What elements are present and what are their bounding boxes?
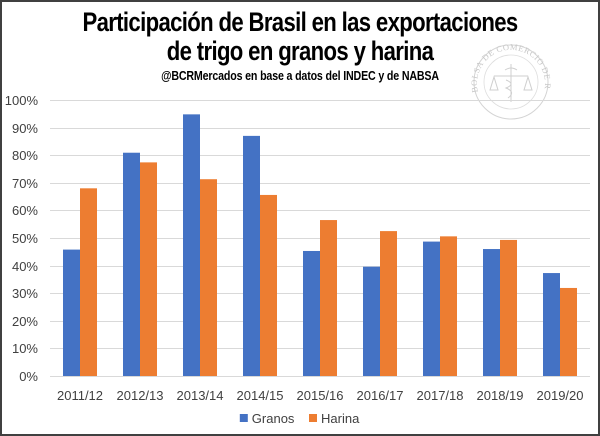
y-axis-ticks: 0% 10% 20% 30% 40% 50% 60% 70% 80% 90% 100% <box>5 93 39 384</box>
bar-group <box>483 239 517 376</box>
x-tick-label: 2013/14 <box>177 388 224 403</box>
y-tick-label: 60% <box>12 203 38 218</box>
watermark-outer-ring <box>473 44 549 120</box>
watermark-text: BOLSA DE COMERCIO DE ROSARIO <box>0 0 553 93</box>
bar-harina <box>440 236 457 376</box>
bar-group <box>363 231 397 376</box>
bar-group <box>123 152 157 376</box>
y-tick-label: 80% <box>12 148 38 163</box>
x-tick-label: 2019/20 <box>537 388 584 403</box>
watermark-inner-ring <box>483 54 539 110</box>
bar-harina <box>560 287 577 376</box>
bar-granos <box>363 266 380 376</box>
bar-granos <box>243 135 260 376</box>
chart-subtitle: @BCRMercados en base a datos del INDEC y… <box>161 68 439 83</box>
legend-item: Harina <box>309 411 360 426</box>
bar-granos <box>303 250 320 376</box>
bar-granos <box>63 249 80 376</box>
y-tick-label: 50% <box>12 231 38 246</box>
legend-swatch <box>239 414 248 422</box>
bar-harina <box>140 162 157 376</box>
x-tick-label: 2018/19 <box>477 388 524 403</box>
y-tick-label: 70% <box>12 176 38 191</box>
watermark-logo: BOLSA DE COMERCIO DE ROSARIO <box>0 0 553 120</box>
bars <box>63 114 577 377</box>
x-tick-label: 2014/15 <box>237 388 284 403</box>
bar-harina <box>80 188 97 376</box>
bar-harina <box>200 179 217 376</box>
x-axis-ticks: 2011/12 2012/13 2013/14 2014/15 2015/16 2016/… <box>57 388 584 403</box>
bar-group <box>543 273 577 376</box>
legend: Granos Harina <box>239 411 360 426</box>
bar-group <box>63 188 97 376</box>
chart-title-line-1: Participación de Brasil en las exportaci… <box>82 7 518 37</box>
y-tick-label: 90% <box>12 121 38 136</box>
y-tick-label: 30% <box>12 286 38 301</box>
bar-granos <box>483 249 500 376</box>
x-tick-label: 2015/16 <box>297 388 344 403</box>
x-tick-label: 2011/12 <box>57 388 103 403</box>
x-tick-label: 2017/18 <box>417 388 464 403</box>
bar-granos <box>543 273 560 376</box>
y-tick-label: 40% <box>12 259 38 274</box>
bar-granos <box>183 114 200 377</box>
legend-item: Granos <box>239 411 295 426</box>
y-tick-label: 100% <box>5 93 39 108</box>
bar-granos <box>423 241 440 376</box>
bar-group <box>243 135 277 376</box>
legend-label: Granos <box>252 411 295 426</box>
legend-swatch <box>309 414 317 422</box>
bar-harina <box>380 231 397 376</box>
bar-harina <box>320 220 337 376</box>
chart-title-line-2: de trigo en granos y harina <box>166 36 434 66</box>
y-tick-label: 20% <box>12 314 38 329</box>
bar-group <box>423 236 457 376</box>
x-tick-label: 2012/13 <box>117 388 164 403</box>
bar-granos <box>123 152 140 376</box>
bar-harina <box>500 239 517 376</box>
scales-caduceus-icon <box>489 64 533 102</box>
legend-label: Harina <box>321 411 360 426</box>
bar-harina <box>260 194 277 376</box>
bar-group <box>183 114 217 377</box>
y-tick-label: 10% <box>12 341 38 356</box>
bar-group <box>303 220 337 376</box>
y-tick-label: 0% <box>19 369 38 384</box>
x-tick-label: 2016/17 <box>357 388 404 403</box>
